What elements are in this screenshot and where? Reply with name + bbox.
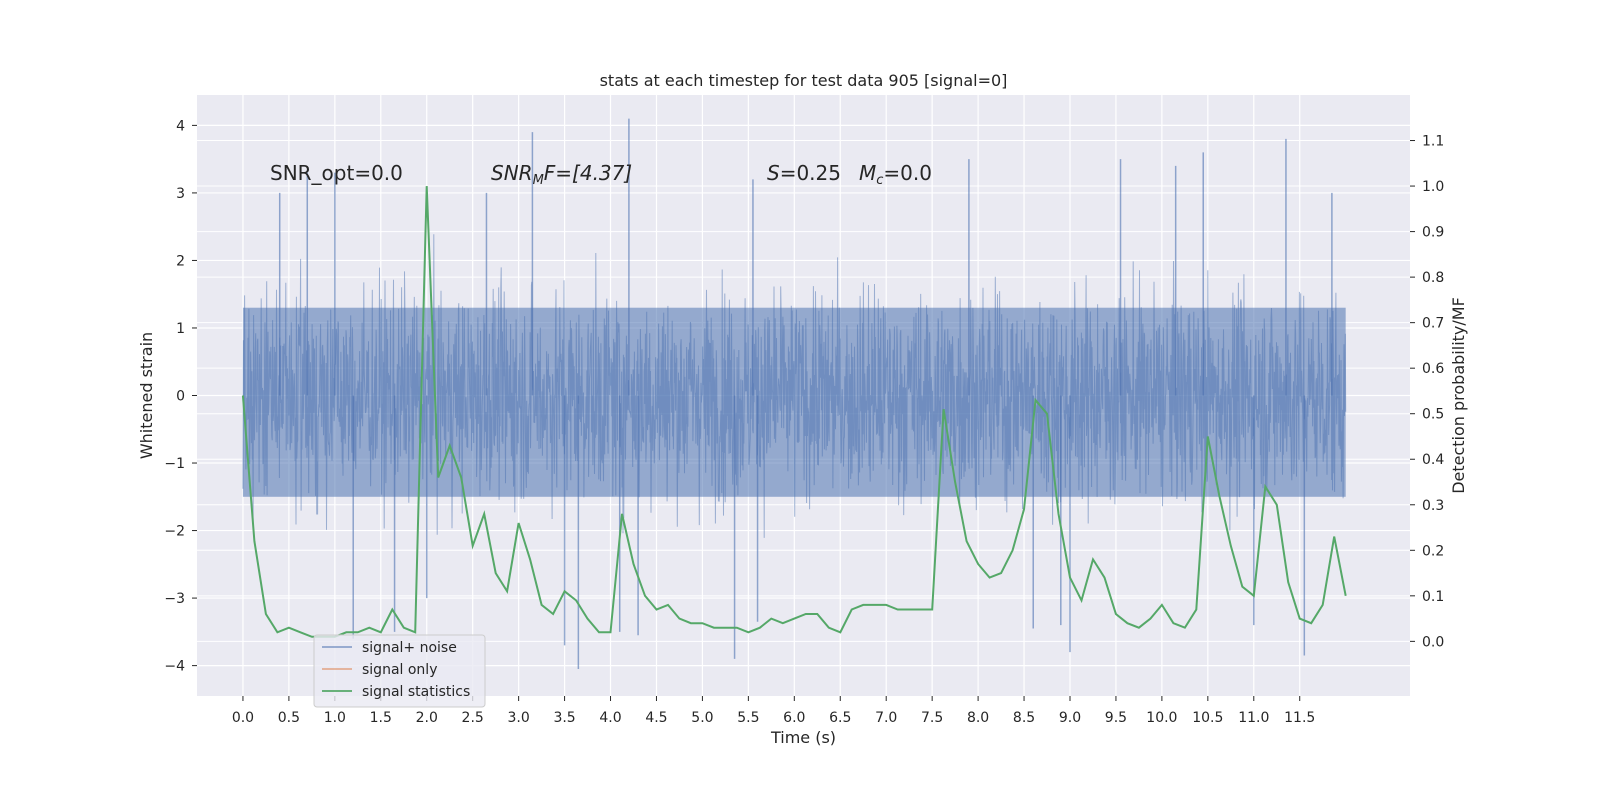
annotation-mc: Mc=0.0 <box>859 161 932 188</box>
y2-tick-label: 0.4 <box>1422 452 1444 468</box>
x-tick-label: 0.5 <box>278 710 300 726</box>
x-tick-label: 9.0 <box>1059 710 1081 726</box>
y2-tick-label: 1.1 <box>1422 134 1444 150</box>
x-tick-label: 10.5 <box>1192 710 1223 726</box>
annotation-snr-mf-base: SNR <box>491 161 533 185</box>
y-tick-label: 4 <box>176 118 185 134</box>
annotation-s: S=0.25 <box>767 161 841 185</box>
signal-noise-series <box>242 118 1347 669</box>
y2-tick-label: 0.2 <box>1422 543 1444 559</box>
x-tick-label: 7.5 <box>921 710 943 726</box>
x-tick-label: 9.5 <box>1105 710 1127 726</box>
y2-tick-label: 0.5 <box>1422 407 1444 423</box>
x-tick-label: 6.5 <box>829 710 851 726</box>
legend: signal+ noise signal only signal statist… <box>313 634 486 708</box>
y-tick-label: 2 <box>176 253 185 269</box>
y-tick-label: −2 <box>164 524 185 540</box>
y2-tick-label: 0.9 <box>1422 225 1444 241</box>
x-axis-title: Time (s) <box>770 728 836 747</box>
noise-waveform <box>242 234 1347 538</box>
y2-tick-label: 1.0 <box>1422 179 1444 195</box>
legend-label-signal-only: signal only <box>362 662 437 678</box>
y-tick-label: 1 <box>176 321 185 337</box>
x-tick-label: 10.0 <box>1146 710 1177 726</box>
x-tick-label: 4.5 <box>645 710 667 726</box>
y-tick-label: 0 <box>176 389 185 405</box>
x-tick-label: 6.0 <box>783 710 805 726</box>
y-tick-label: −4 <box>164 659 185 675</box>
axes: 0.0 0.5 1.0 1.5 2.0 2.5 3.0 3.5 4.0 4.5 5.0 5.5 6.0 6… <box>164 118 1444 726</box>
annotation-mc-value: =0.0 <box>883 161 932 185</box>
y-axis-title: Whitened strain <box>137 332 156 459</box>
x-tick-label: 2.0 <box>416 710 438 726</box>
annotation-s-label: S <box>767 161 780 185</box>
y2-tick-label: 0.1 <box>1422 589 1444 605</box>
annotation-snr-opt: SNR_opt=0.0 <box>270 161 403 185</box>
y2-axis-title: Detection probability/MF <box>1449 297 1468 494</box>
x-tick-label: 3.0 <box>507 710 529 726</box>
y2-tick-label: 0.3 <box>1422 498 1444 514</box>
x-tick-label: 5.0 <box>691 710 713 726</box>
annotation-mc-sub: c <box>876 173 883 188</box>
signal-statistics-line <box>241 186 1347 638</box>
annotation-s-value: =0.25 <box>780 161 841 185</box>
legend-box <box>313 634 486 708</box>
legend-label-signal-noise: signal+ noise <box>362 640 457 656</box>
legend-label-signal-statistics: signal statistics <box>362 684 470 700</box>
x-tick-label: 2.5 <box>462 710 484 726</box>
y-tick-label: −1 <box>164 456 185 472</box>
x-tick-label: 3.5 <box>553 710 575 726</box>
y2-tick-label: 0.7 <box>1422 316 1444 332</box>
annotation-snr-mf-sub: M <box>533 173 544 188</box>
x-tick-label: 1.0 <box>324 710 346 726</box>
y2-tick-label: 0.0 <box>1422 634 1444 650</box>
y-tick-label: −3 <box>164 591 185 607</box>
x-tick-label: 0.0 <box>232 710 254 726</box>
chart-title: stats at each timestep for test data 905… <box>600 71 1008 90</box>
y-tick-label: 3 <box>176 186 185 202</box>
x-tick-label: 7.0 <box>875 710 897 726</box>
signal-statistics-series <box>241 186 1347 638</box>
x-tick-label: 11.5 <box>1284 710 1315 726</box>
y2-tick-label: 0.6 <box>1422 361 1444 377</box>
y2-tick-label: 0.8 <box>1422 270 1444 286</box>
x-tick-label: 5.5 <box>737 710 759 726</box>
annotation-snr-mf: SNRMF=[4.37] <box>491 161 632 188</box>
annotation-snr-mf-rest: F=[4.37] <box>544 161 632 185</box>
x-tick-label: 8.0 <box>967 710 989 726</box>
x-tick-label: 11.0 <box>1238 710 1269 726</box>
x-tick-label: 1.5 <box>370 710 392 726</box>
x-tick-label: 8.5 <box>1013 710 1035 726</box>
annotation-mc-label: M <box>859 161 876 185</box>
x-tick-label: 4.0 <box>599 710 621 726</box>
